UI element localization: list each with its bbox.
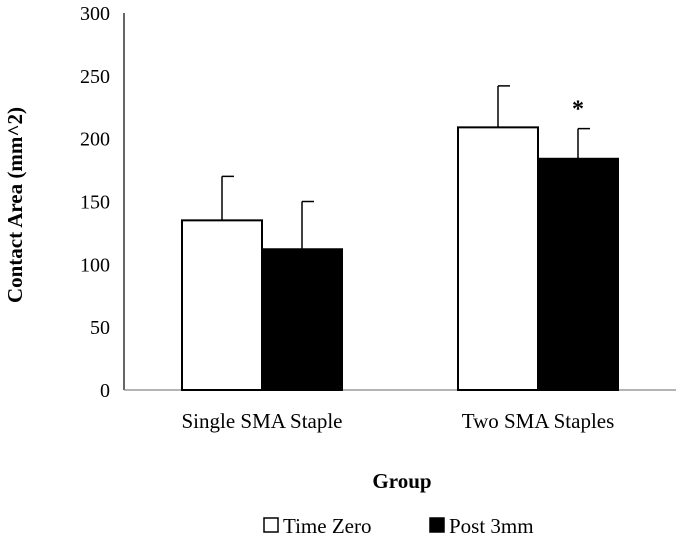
- bar: [261, 248, 343, 391]
- y-tick-label: 250: [80, 66, 110, 88]
- y-tick-label: 300: [80, 3, 110, 25]
- legend-swatch: [429, 517, 445, 533]
- bar: [457, 126, 539, 392]
- significance-marker: *: [572, 97, 584, 123]
- y-tick-label: 50: [90, 317, 110, 339]
- x-axis-title: Group: [372, 469, 431, 493]
- legend-label: Post 3mm: [449, 514, 534, 538]
- x-tick-label: Two SMA Staples: [462, 409, 615, 433]
- bar: [537, 157, 619, 391]
- y-tick-label: 0: [100, 380, 110, 402]
- y-tick-label: 100: [80, 254, 110, 276]
- x-tick-label: Single SMA Staple: [181, 409, 342, 433]
- y-tick-label: 150: [80, 192, 110, 214]
- legend-label: Time Zero: [283, 514, 371, 538]
- legend-swatch: [263, 517, 279, 533]
- bar: [181, 219, 263, 391]
- y-tick-label: 200: [80, 129, 110, 151]
- y-axis-title: Contact Area (mm^2): [3, 107, 27, 303]
